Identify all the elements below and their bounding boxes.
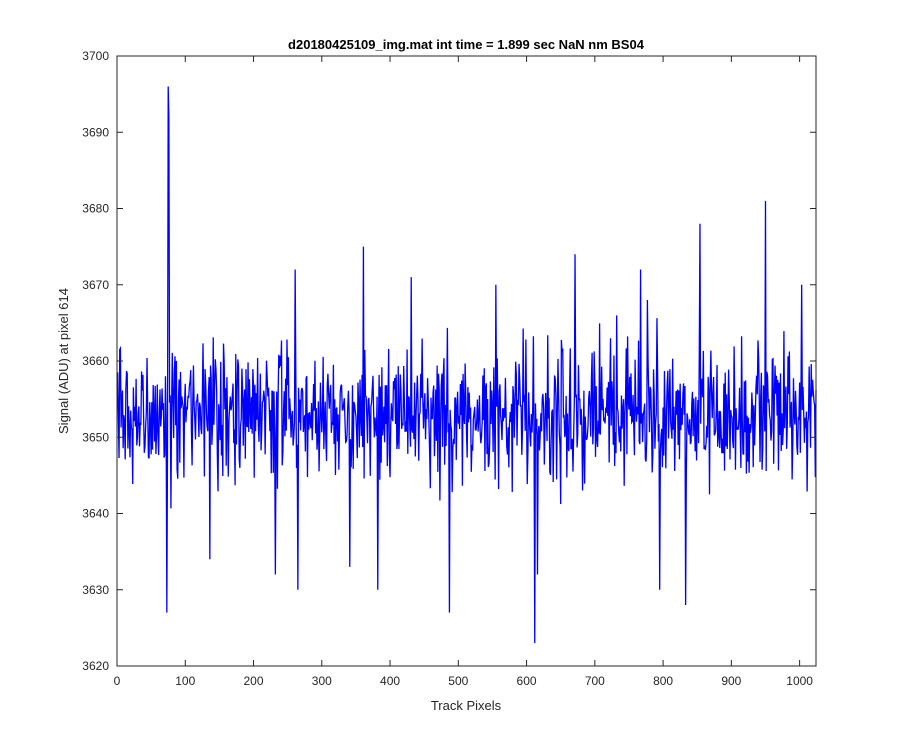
ticks: 0 100 200 300 400 500 600 700 800 900 1000 3620 3630…	[82, 49, 816, 688]
y-tick-label: 3690	[82, 125, 109, 139]
y-axis-label: Signal (ADU) at pixel 614	[56, 288, 71, 434]
y-tick-label: 3630	[82, 583, 109, 597]
y-tick-label: 3700	[82, 49, 109, 63]
chart-title: d20180425109_img.mat int time = 1.899 se…	[288, 37, 645, 52]
x-tick-label: 200	[244, 674, 264, 688]
signal-series-line	[117, 86, 817, 644]
x-tick-label: 1000	[786, 674, 813, 688]
x-tick-label: 800	[653, 674, 673, 688]
x-axis-label: Track Pixels	[431, 698, 502, 713]
y-tick-label: 3680	[82, 202, 109, 216]
y-tick-label: 3620	[82, 659, 109, 673]
x-tick-label: 400	[380, 674, 400, 688]
x-tick-label: 700	[585, 674, 605, 688]
series-layer	[117, 86, 817, 644]
x-tick-label: 900	[721, 674, 741, 688]
x-tick-label: 500	[448, 674, 468, 688]
y-tick-label: 3670	[82, 278, 109, 292]
y-tick-label: 3640	[82, 507, 109, 521]
x-tick-label: 0	[114, 674, 121, 688]
y-tick-label: 3650	[82, 430, 109, 444]
x-tick-label: 600	[517, 674, 537, 688]
x-tick-label: 100	[175, 674, 195, 688]
y-tick-label: 3660	[82, 354, 109, 368]
x-tick-label: 300	[312, 674, 332, 688]
